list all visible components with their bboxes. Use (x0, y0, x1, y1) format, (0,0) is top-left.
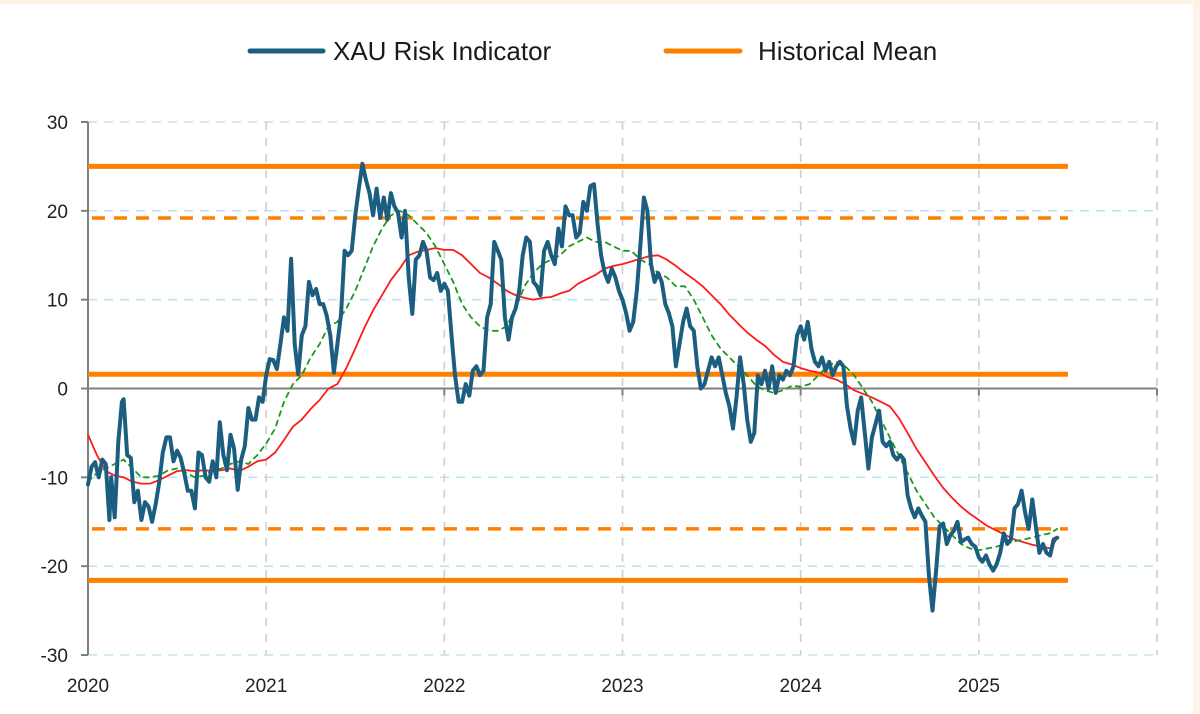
grid (88, 121, 1158, 656)
axes (81, 121, 1158, 656)
legend-label-historical-mean: Historical Mean (758, 36, 937, 66)
x-axis-tick-labels: 2020 2021 2022 2023 2024 2025 (67, 676, 1000, 697)
x-tick-label: 2022 (423, 676, 465, 697)
y-axis-tick-labels: 30 20 10 0 -10 -20 -30 (41, 113, 68, 667)
x-tick-label: 2020 (67, 676, 109, 697)
y-tick-label: -30 (41, 646, 68, 667)
legend: XAU Risk Indicator Historical Mean (247, 36, 937, 66)
y-tick-label: 10 (47, 291, 68, 312)
legend-label-xau-risk-indicator: XAU Risk Indicator (333, 36, 552, 66)
y-tick-label: 0 (57, 380, 68, 401)
x-tick-label: 2021 (245, 676, 287, 697)
y-tick-label: 30 (47, 113, 68, 134)
y-tick-label: -10 (41, 468, 68, 489)
series-line-long-moving-average (87, 247, 1059, 550)
series-lines (86, 161, 1060, 613)
chart-frame (0, 4, 1193, 714)
x-tick-label: 2025 (958, 676, 1000, 697)
x-tick-label: 2024 (780, 676, 823, 697)
x-tick-label: 2023 (601, 676, 643, 697)
y-tick-label: -20 (41, 557, 68, 578)
reference-lines (88, 163, 1068, 583)
series-line-short-moving-average (87, 209, 1059, 552)
y-tick-label: 20 (47, 202, 68, 223)
series-line-xau-risk-indicator (86, 161, 1060, 613)
